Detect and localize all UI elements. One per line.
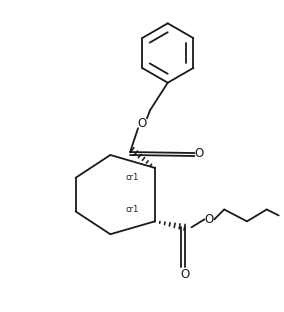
Text: cr1: cr1 bbox=[126, 173, 139, 182]
Text: cr1: cr1 bbox=[126, 205, 139, 214]
Text: O: O bbox=[195, 147, 204, 159]
Text: O: O bbox=[180, 268, 189, 281]
Text: O: O bbox=[137, 117, 147, 130]
Text: O: O bbox=[205, 213, 214, 226]
